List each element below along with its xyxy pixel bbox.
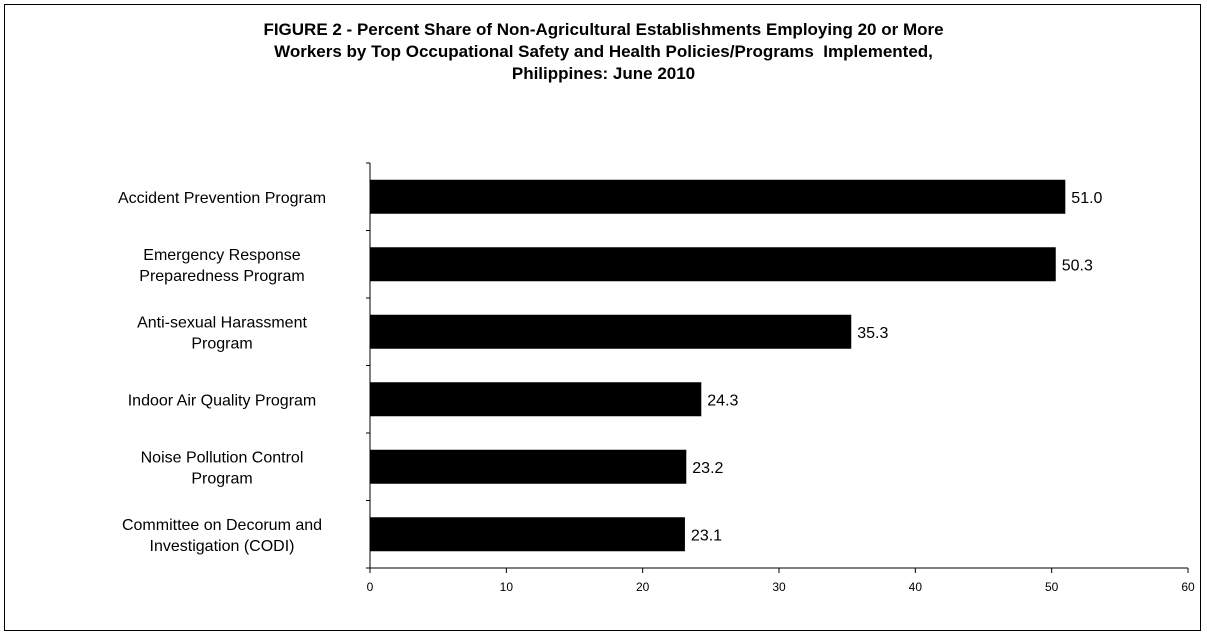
category-label: Emergency Response Preparedness Program <box>139 247 304 285</box>
category-label-line: Emergency Response <box>143 247 301 264</box>
x-tick-label: 40 <box>909 580 923 594</box>
category-label-line: Preparedness Program <box>139 268 304 285</box>
category-label: Accident Prevention Program <box>118 190 326 207</box>
bar <box>370 449 687 484</box>
category-label-line: Accident Prevention Program <box>118 190 326 207</box>
chart-title-line-2: Workers by Top Occupational Safety and H… <box>274 42 933 61</box>
bar <box>370 382 702 417</box>
chart-title-line-1: FIGURE 2 - Percent Share of Non-Agricult… <box>263 20 944 39</box>
category-label-line: Program <box>191 335 252 352</box>
bar <box>370 517 685 552</box>
x-tick-label: 10 <box>500 580 514 594</box>
category-label-line: Anti-sexual Harassment <box>137 314 307 331</box>
x-tick-label: 20 <box>636 580 650 594</box>
bar-value-label: 23.1 <box>691 527 722 544</box>
category-label-line: Indoor Air Quality Program <box>128 392 317 409</box>
category-label: Indoor Air Quality Program <box>128 392 317 409</box>
bar-value-label: 23.2 <box>692 460 723 477</box>
category-label-line: Committee on Decorum and <box>122 517 322 534</box>
x-tick-label: 60 <box>1181 580 1195 594</box>
bar <box>370 179 1066 214</box>
x-tick-label: 30 <box>772 580 786 594</box>
bar <box>370 314 852 349</box>
x-tick-label: 0 <box>367 580 374 594</box>
bar <box>370 247 1056 282</box>
chart-title-line-3: Philippines: June 2010 <box>511 64 696 83</box>
x-tick-label: 50 <box>1045 580 1059 594</box>
category-label: Noise Pollution Control Program <box>141 449 304 487</box>
category-label-line: Program <box>191 470 252 487</box>
bar-value-label: 35.3 <box>857 325 888 342</box>
category-label: Anti-sexual Harassment Program <box>137 314 307 352</box>
chart-title: FIGURE 2 - Percent Share of Non-Agricult… <box>0 19 1207 85</box>
bar-value-label: 24.3 <box>707 392 738 409</box>
bar-value-label: 51.0 <box>1071 190 1102 207</box>
bar-value-label: 50.3 <box>1062 257 1093 274</box>
category-label-line: Noise Pollution Control <box>141 449 304 466</box>
category-label-line: Investigation (CODI) <box>150 538 295 555</box>
category-label: Committee on Decorum and Investigation (C… <box>122 517 322 555</box>
